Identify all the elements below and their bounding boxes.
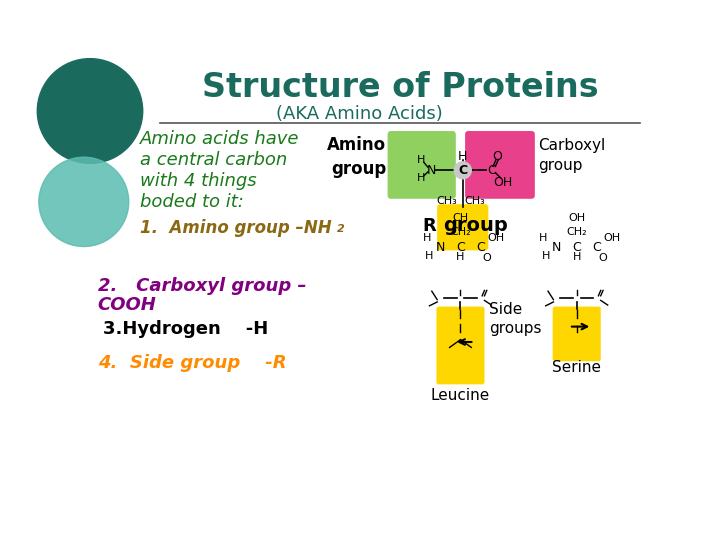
Text: OH: OH <box>487 233 505 243</box>
Text: OH: OH <box>604 233 621 243</box>
Text: group: group <box>444 216 508 235</box>
Text: boded to it:: boded to it: <box>140 193 244 211</box>
FancyBboxPatch shape <box>436 307 485 384</box>
Text: Carboxyl
group: Carboxyl group <box>538 138 606 173</box>
Text: 3.Hydrogen    -H: 3.Hydrogen -H <box>103 320 269 339</box>
Text: 1.  Amino group –NH: 1. Amino group –NH <box>140 219 332 237</box>
Text: Amino
group: Amino group <box>327 137 386 178</box>
Text: H: H <box>417 173 425 183</box>
Text: CH₃: CH₃ <box>464 197 485 206</box>
FancyBboxPatch shape <box>437 204 488 251</box>
Text: H: H <box>456 252 464 262</box>
Text: 2.   Carboxyl group –: 2. Carboxyl group – <box>98 276 306 294</box>
Text: CH₂: CH₂ <box>567 227 587 237</box>
Text: R: R <box>423 217 436 235</box>
FancyBboxPatch shape <box>553 307 600 361</box>
Text: Structure of Proteins: Structure of Proteins <box>202 71 598 104</box>
Text: COOH: COOH <box>98 296 157 314</box>
Text: a central carbon: a central carbon <box>140 151 287 169</box>
Text: H: H <box>417 156 425 165</box>
Text: Leucine: Leucine <box>431 388 490 403</box>
Text: 4.  Side group    -R: 4. Side group -R <box>98 354 287 372</box>
Text: CH₃: CH₃ <box>436 197 457 206</box>
Text: Serine: Serine <box>552 360 601 375</box>
Text: N: N <box>426 164 436 177</box>
Text: CH: CH <box>452 213 469 224</box>
Text: H: H <box>426 251 433 261</box>
Text: Side
groups: Side groups <box>489 302 541 336</box>
Text: C: C <box>487 164 496 177</box>
Text: H: H <box>458 150 467 163</box>
Text: C: C <box>476 241 485 254</box>
Text: H: H <box>539 233 548 243</box>
Text: C: C <box>572 241 581 254</box>
FancyBboxPatch shape <box>387 131 456 199</box>
FancyBboxPatch shape <box>465 131 535 199</box>
Text: N: N <box>552 241 561 254</box>
Text: with 4 things: with 4 things <box>140 172 257 190</box>
Text: H: H <box>423 233 431 243</box>
Text: O: O <box>482 253 491 263</box>
Text: O: O <box>598 253 608 263</box>
Text: 2: 2 <box>336 224 344 234</box>
Text: OH: OH <box>493 176 513 189</box>
Text: H: H <box>541 251 550 261</box>
Text: OH: OH <box>568 213 585 224</box>
Text: O: O <box>492 150 503 163</box>
Text: Amino acids have: Amino acids have <box>140 130 300 148</box>
Circle shape <box>37 59 143 164</box>
Text: C: C <box>593 241 601 254</box>
Text: (AKA Amino Acids): (AKA Amino Acids) <box>276 105 443 123</box>
Circle shape <box>454 162 472 179</box>
Text: H: H <box>572 252 581 262</box>
Circle shape <box>39 157 129 247</box>
Text: CH₂: CH₂ <box>450 227 471 237</box>
Text: C: C <box>456 241 465 254</box>
Text: N: N <box>436 241 445 254</box>
Text: C: C <box>458 164 467 177</box>
